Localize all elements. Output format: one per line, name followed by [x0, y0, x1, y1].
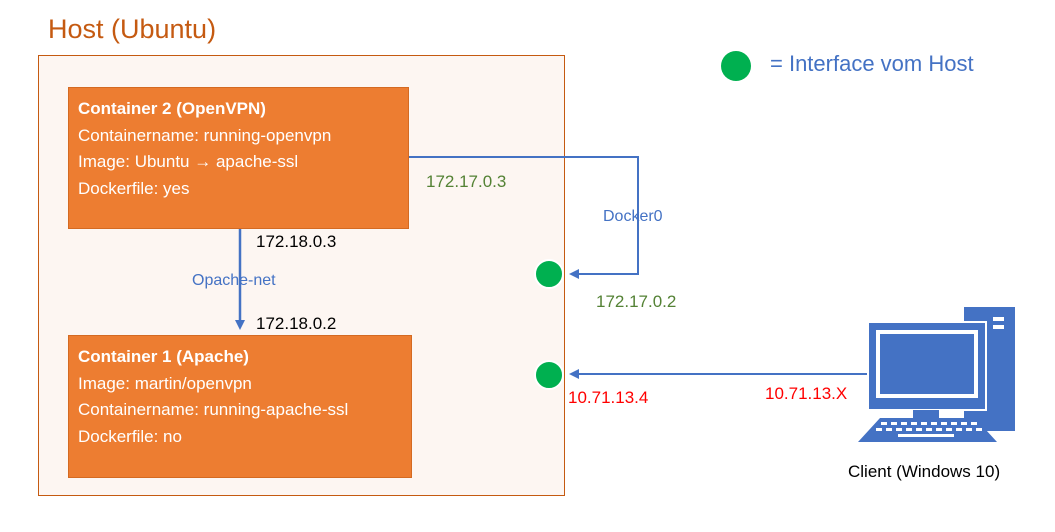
- container-2-line: Image: Ubuntu → apache-ssl: [78, 152, 299, 171]
- computer-icon: [858, 307, 1015, 442]
- ip-c2-net: 172.18.0.3: [256, 232, 337, 251]
- container-2-title: Container 2 (OpenVPN): [78, 99, 266, 118]
- opache-net-label: Opache-net: [192, 272, 276, 289]
- container-1-line: Dockerfile: no: [78, 426, 182, 446]
- ip-host-lan: 10.71.13.4: [568, 388, 649, 407]
- host-interface-docker0: [534, 259, 564, 289]
- container-1-box: Container 1 (Apache) Image: martin/openv…: [68, 335, 412, 478]
- container-1-line: Containername: running-apache-ssl: [78, 400, 349, 419]
- container-2-line: Dockerfile: yes: [78, 178, 190, 198]
- docker0-link: [409, 156, 639, 279]
- ip-c1-net: 172.18.0.2: [256, 314, 337, 333]
- ip-host-docker0: 172.17.0.2: [596, 292, 677, 311]
- client-label: Client (Windows 10): [848, 462, 1001, 481]
- container-2-box: Container 2 (OpenVPN) Containername: run…: [68, 87, 409, 229]
- legend-dot: [721, 51, 751, 81]
- ip-client: 10.71.13.X: [765, 384, 848, 403]
- container-1-title: Container 1 (Apache): [78, 347, 249, 366]
- container-1-line: Image: martin/openvpn: [78, 373, 252, 393]
- legend-text: = Interface vom Host: [770, 51, 974, 76]
- ip-c2-docker0: 172.17.0.3: [426, 172, 507, 191]
- docker0-label: Docker0: [603, 208, 663, 225]
- host-title: Host (Ubuntu): [48, 14, 217, 44]
- host-interface-lan: [534, 360, 564, 390]
- container-2-line: Containername: running-openvpn: [78, 125, 332, 145]
